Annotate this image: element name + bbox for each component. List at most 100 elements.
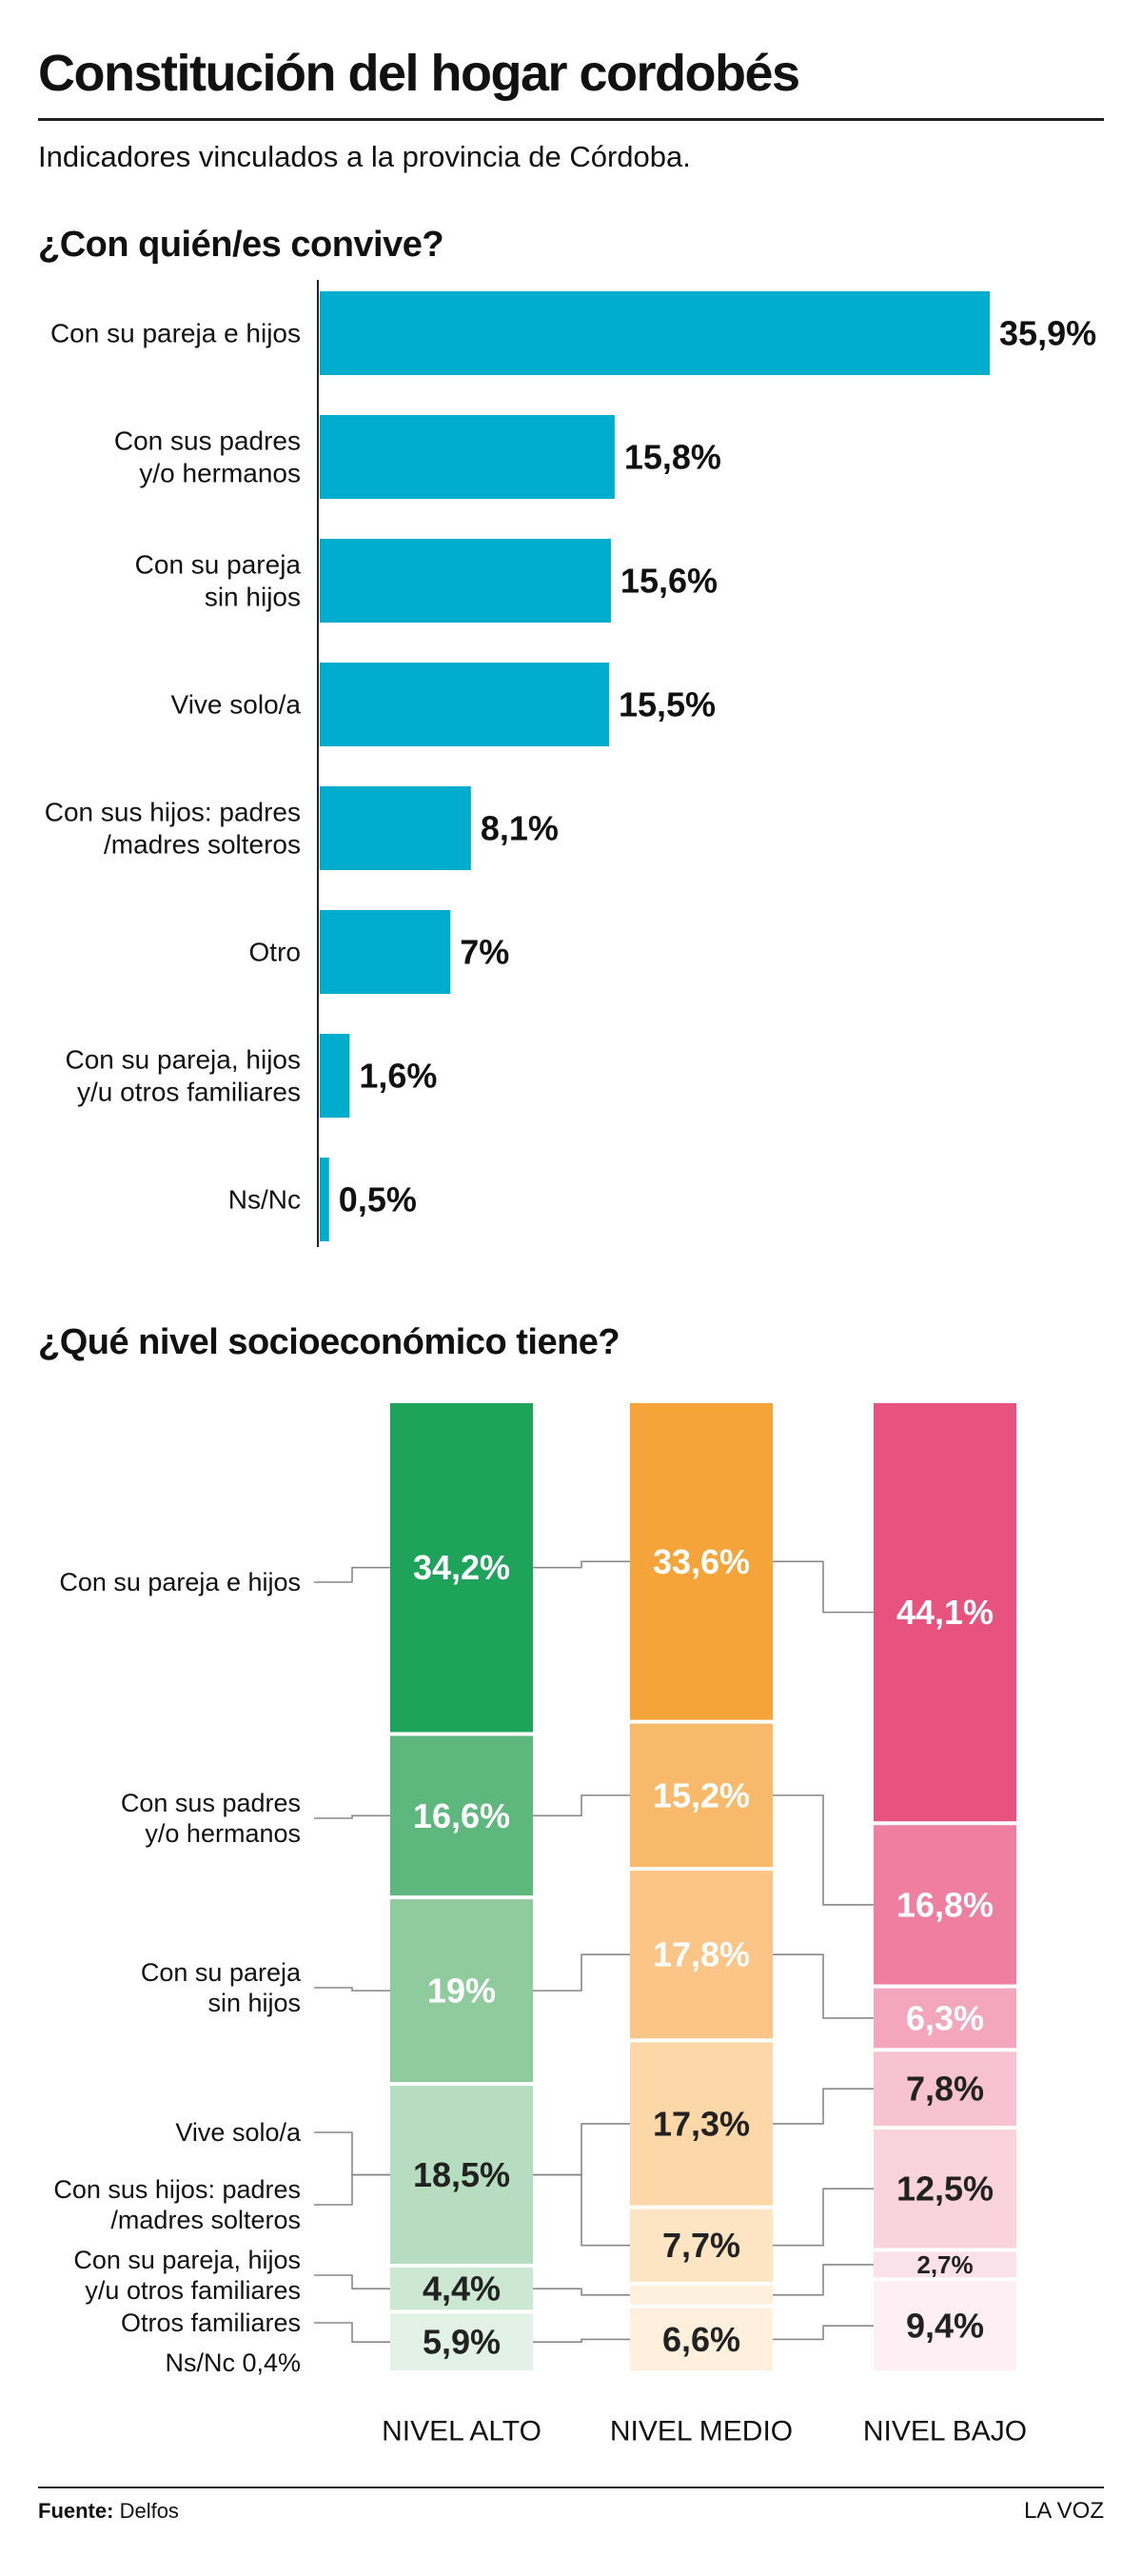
bar-value-label: 1,6% xyxy=(359,1057,437,1096)
segment-value-label: 5,9% xyxy=(423,2323,501,2362)
segment-value-label: 44,1% xyxy=(896,1593,994,1632)
bar xyxy=(320,415,615,499)
stack-segment xyxy=(630,1403,773,1720)
segment-value-label: 33,6% xyxy=(653,1542,750,1581)
segment-value-label: 18,5% xyxy=(413,2155,510,2194)
segment-value-label: 7,8% xyxy=(906,2070,984,2109)
stack-segment xyxy=(630,1871,773,2039)
connector-line xyxy=(773,2325,874,2341)
segment-value-label: 17,8% xyxy=(653,1935,750,1974)
page-subtitle: Indicadores vinculados a la provincia de… xyxy=(38,140,691,173)
bar-category-label: Con su pareja sin hijos xyxy=(135,550,302,612)
source-label: Fuente: xyxy=(38,2499,114,2523)
bar-category-label: Ns/Nc xyxy=(228,1185,301,1215)
row-category-label: Con sus padres y/o hermanos xyxy=(121,1789,301,1848)
bar-value-label: 7% xyxy=(460,933,509,972)
connector-line xyxy=(533,1560,630,1569)
column-label: NIVEL MEDIO xyxy=(610,2416,793,2447)
segment-value-label: 17,3% xyxy=(653,2104,750,2143)
stack-segment xyxy=(390,1403,533,1733)
segment-value-label: 6,3% xyxy=(906,1998,984,2037)
stack-segment xyxy=(390,1735,533,1896)
row-category-label: Con su pareja sin hijos xyxy=(141,1958,302,2017)
stack-segment xyxy=(390,2086,533,2264)
connector-line xyxy=(314,1814,390,1819)
row-category-label: Vive solo/a xyxy=(175,2118,302,2147)
connector-line xyxy=(773,1560,874,1614)
segment-value-label: 16,8% xyxy=(896,1885,994,1924)
connector-line xyxy=(773,2088,874,2125)
connector-line xyxy=(314,2131,390,2176)
footer-rule xyxy=(38,2487,1104,2488)
bar xyxy=(320,1158,329,1241)
stack-segment xyxy=(874,2129,1016,2249)
row-category-label: Con sus hijos: padres/madres solteros xyxy=(53,2175,301,2234)
connector-line xyxy=(533,1953,630,1991)
segment-value-label: 7,7% xyxy=(662,2226,740,2265)
segment-value-label: 19% xyxy=(427,1972,496,2011)
bar-category-label: Con sus padres y/o hermanos xyxy=(114,426,301,488)
row-category-label: Con su pareja e hijos xyxy=(59,1568,301,1596)
segment-value-label: 6,6% xyxy=(662,2320,740,2359)
bar xyxy=(320,291,991,375)
column-label: NIVEL ALTO xyxy=(382,2416,541,2447)
stack-segment xyxy=(630,2042,773,2206)
bar-category-label: Vive solo/a xyxy=(171,690,302,720)
row-category-label: Con su pareja, hijos y/u otros familiares xyxy=(73,2246,301,2305)
bar-value-label: 8,1% xyxy=(481,809,559,848)
connector-line xyxy=(314,2173,390,2206)
socioeconomic-stacked-chart: Con su pareja e hijos Con sus padres y/o h… xyxy=(53,1403,1027,2447)
stack-segment xyxy=(390,1899,533,2083)
brand-logo: LA VOZ xyxy=(1023,2498,1104,2524)
connector-line xyxy=(773,1794,874,1906)
bar xyxy=(320,539,611,623)
connector-line xyxy=(773,2264,874,2296)
stack-segment xyxy=(874,1825,1016,1985)
segment-value-label: 12,5% xyxy=(896,2170,994,2209)
stack-segment xyxy=(874,2281,1016,2370)
connector-line xyxy=(533,2338,630,2344)
cohabitation-bar-chart: 35,9% Con su pareja e hijos 15,8% Con sus p… xyxy=(45,280,1096,1247)
stack-segment xyxy=(630,1723,773,1868)
stack-segment xyxy=(390,2267,533,2310)
connector-line xyxy=(773,2188,874,2247)
nsnc-label: Ns/Nc 0,4% xyxy=(165,2348,301,2377)
connector-line xyxy=(773,1953,874,2019)
connector-line xyxy=(533,2123,630,2176)
segment-value-label: 34,2% xyxy=(413,1548,510,1587)
bar-value-label: 15,8% xyxy=(624,438,721,477)
segment-value-label: 16,6% xyxy=(413,1796,510,1835)
segment-value-label: 4,4% xyxy=(423,2269,501,2308)
bar xyxy=(320,910,451,994)
stack-segment xyxy=(874,1403,1016,1822)
connector-line xyxy=(533,2173,630,2247)
page-title: Constitución del hogar cordobés xyxy=(38,45,800,102)
column-label: NIVEL BAJO xyxy=(863,2416,1027,2447)
bar-category-label: Con su pareja, hijos y/u otros familiares xyxy=(66,1045,301,1107)
connector-line xyxy=(533,2288,630,2296)
stack-segment xyxy=(874,2251,1016,2278)
connector-line xyxy=(314,2274,390,2289)
stack-segment xyxy=(630,2209,773,2282)
segment-value-label: 9,4% xyxy=(906,2307,984,2346)
stack-segment xyxy=(630,2285,773,2305)
stack-segment xyxy=(390,2313,533,2370)
bar xyxy=(320,663,609,746)
bar-value-label: 0,5% xyxy=(339,1180,417,1219)
segment-value-label: 2,7% xyxy=(916,2250,973,2279)
bar-value-label: 35,9% xyxy=(999,314,1096,353)
bar-category-label: Con su pareja e hijos xyxy=(50,319,301,348)
row-category-label: Otros familiares xyxy=(121,2308,301,2337)
chart1-title: ¿Con quién/es convive? xyxy=(38,225,444,265)
source-credit: Fuente: Delfos xyxy=(38,2494,179,2528)
bar-category-label: Con sus hijos: padres/madres solteros xyxy=(45,798,301,860)
stack-segment xyxy=(630,2308,773,2371)
connector-line xyxy=(314,1566,390,1583)
bar xyxy=(320,1034,350,1118)
connector-line xyxy=(533,1794,630,1817)
bar-category-label: Otro xyxy=(249,938,301,967)
connector-line xyxy=(314,2322,390,2344)
bar-value-label: 15,5% xyxy=(619,685,716,724)
stack-segment xyxy=(874,1988,1016,2049)
bar-value-label: 15,6% xyxy=(620,562,718,601)
